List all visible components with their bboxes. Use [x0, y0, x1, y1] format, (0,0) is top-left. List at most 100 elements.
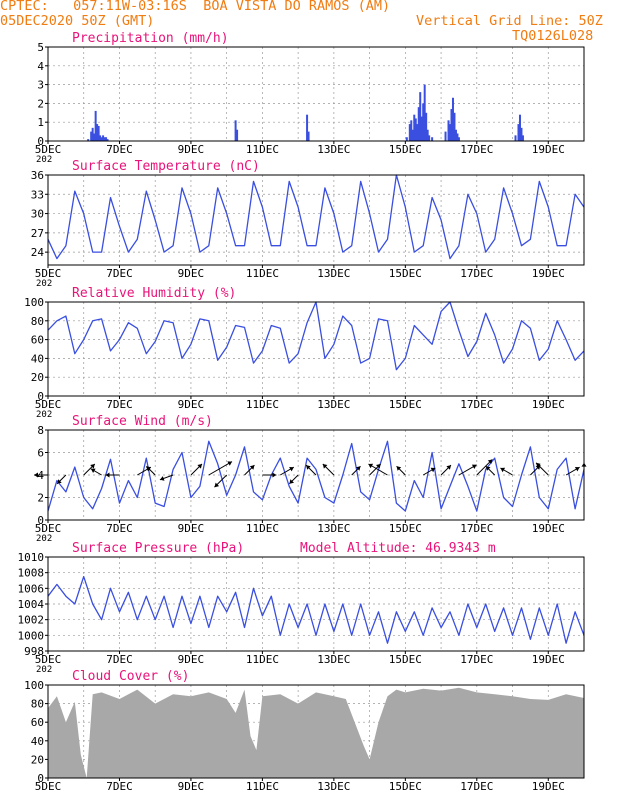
precip-bar	[420, 116, 423, 141]
y-tick-label: 3	[37, 79, 44, 92]
precip-bar	[96, 124, 99, 141]
x-tick-label: 15DEC	[389, 653, 422, 666]
wind-arrow-head	[355, 466, 361, 471]
y-tick-label: 60	[31, 334, 44, 347]
wind-arrow-head	[159, 476, 165, 481]
panel-1: 24 27 30 33 36 5DEC 7DEC 9DEC 11DEC 13DEC 15DEC 17D…	[31, 159, 585, 289]
panel-title: Cloud Cover (%)	[72, 669, 189, 684]
precip-bar	[449, 124, 451, 141]
precip-bar	[457, 137, 460, 141]
series-line	[47, 440, 585, 512]
wind-arrow-head	[322, 464, 328, 469]
wind-arrow	[369, 463, 381, 476]
precip-bar	[103, 137, 106, 141]
precip-bar	[426, 129, 429, 141]
x-tick-label: 15DEC	[389, 267, 422, 280]
wind-arrow-head	[197, 464, 202, 469]
wind-arrow-head	[90, 468, 96, 473]
y-tick-label: 80	[31, 698, 44, 711]
wind-arrow-head	[536, 462, 541, 468]
y-tick-label: 0	[37, 135, 44, 148]
panel-3: 0 2 4 6 8 5DEC 7DEC 9DEC 11DEC 13DEC 15DEC 17DEC 19D…	[34, 414, 587, 544]
precip-bar	[422, 103, 425, 141]
x-tick-label: 17DEC	[460, 522, 493, 535]
x-tick-label: 17DEC	[460, 653, 493, 666]
y-tick-label: 1000	[18, 629, 45, 642]
precip-bar	[91, 127, 94, 141]
panel-title: Surface Temperature (nC)	[72, 159, 260, 174]
wind-arrow	[244, 464, 255, 476]
y-tick-label: 1	[37, 116, 44, 129]
y-tick-label: 1010	[18, 551, 45, 564]
x-year-label: 202	[36, 534, 52, 544]
x-tick-label: 17DEC	[460, 398, 493, 411]
wind-arrow-head	[214, 482, 220, 488]
wind-arrow-head	[485, 466, 491, 471]
wind-arrow-head	[57, 479, 62, 484]
y-tick-label: 40	[31, 735, 44, 748]
wind-arrow-head	[500, 467, 506, 473]
x-tick-label: 13DEC	[317, 267, 350, 280]
x-tick-label: 5DEC	[35, 653, 62, 666]
y-tick-label: 1004	[18, 598, 45, 611]
precip-bar	[453, 112, 456, 141]
run-datetime: 05DEC2020 50Z (GMT)	[0, 13, 155, 29]
x-year-label: 202	[36, 155, 52, 165]
x-tick-label: 7DEC	[106, 780, 133, 793]
y-tick-label: 20	[31, 753, 44, 766]
precip-bar	[307, 131, 310, 141]
y-tick-label: 80	[31, 315, 44, 328]
precip-bar	[94, 110, 97, 141]
y-tick-label: 998	[24, 645, 44, 658]
x-tick-label: 17DEC	[460, 780, 493, 793]
x-tick-label: 11DEC	[246, 780, 279, 793]
precip-bar	[105, 137, 108, 141]
y-tick-label: 0	[37, 514, 44, 527]
x-tick-label: 15DEC	[389, 398, 422, 411]
precip-bar	[451, 97, 454, 141]
y-tick-label: 24	[31, 246, 45, 259]
precip-bar	[411, 129, 414, 141]
wind-arrow-head	[90, 464, 95, 469]
x-year-label: 202	[36, 410, 52, 420]
wind-arrow	[305, 464, 317, 476]
panel-title: Precipitation (mm/h)	[72, 31, 229, 46]
wind-arrow-head	[376, 464, 381, 469]
x-tick-label: 5DEC	[35, 267, 62, 280]
wind-arrow-head	[487, 459, 493, 464]
precip-bar	[236, 129, 239, 141]
wind-arrow	[190, 463, 203, 476]
x-tick-label: 11DEC	[246, 267, 279, 280]
x-tick-label: 15DEC	[389, 522, 422, 535]
x-tick-label: 13DEC	[317, 780, 350, 793]
wind-arrow-head	[446, 465, 451, 470]
precip-bar	[428, 135, 431, 141]
precip-bar	[97, 125, 100, 141]
wind-arrow	[322, 463, 335, 476]
precip-bar	[408, 124, 411, 141]
wind-arrow-head	[105, 472, 110, 478]
y-tick-label: 4	[37, 60, 44, 73]
x-tick-label: 7DEC	[106, 522, 133, 535]
y-tick-label: 1002	[18, 614, 45, 627]
precip-bar	[87, 139, 90, 141]
precip-bar	[450, 109, 453, 141]
wind-arrow-head	[34, 472, 38, 478]
y-tick-label: 30	[31, 208, 44, 221]
precip-bar	[456, 133, 459, 141]
y-tick-label: 33	[31, 188, 44, 201]
cloud-cover-area	[48, 687, 584, 778]
wind-arrow	[90, 468, 102, 476]
precip-bar	[99, 135, 102, 141]
x-tick-label: 5DEC	[35, 143, 62, 156]
x-tick-label: 9DEC	[178, 143, 205, 156]
precip-bar	[520, 127, 523, 141]
wind-arrow-head	[306, 465, 311, 470]
y-tick-label: 0	[37, 772, 44, 785]
wind-arrow	[485, 465, 496, 476]
x-tick-label: 19DEC	[532, 267, 565, 280]
y-tick-label: 2	[37, 492, 44, 505]
y-tick-label: 0	[37, 390, 44, 403]
wind-arrow	[422, 467, 436, 476]
precip-bar	[106, 139, 109, 141]
